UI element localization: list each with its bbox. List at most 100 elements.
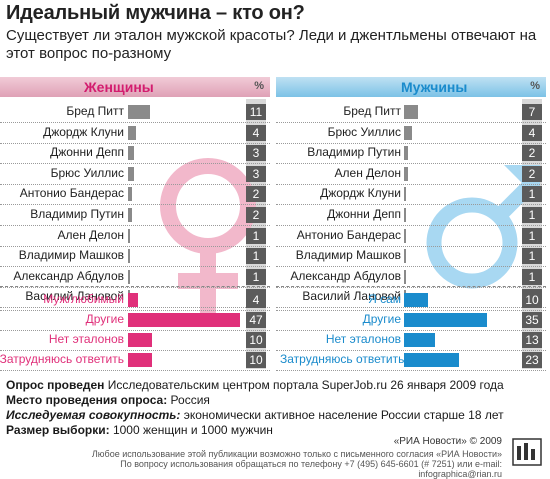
survey-info: Опрос проведен Исследовательским центром… <box>6 378 504 438</box>
women-row-value: 3 <box>246 165 266 182</box>
women-row-name: Александр Абдулов <box>13 268 124 283</box>
men-extra-row-bar <box>404 293 428 307</box>
women-extra-row-value: 47 <box>246 312 266 328</box>
men-row: Владимир Путин 2 <box>276 143 546 165</box>
women-row-separator <box>0 163 270 165</box>
men-row-value: 1 <box>522 186 542 203</box>
women-row-separator <box>0 286 270 288</box>
men-row-separator <box>276 266 546 268</box>
men-extra-row-name: Затрудняюсь ответить <box>280 352 405 366</box>
women-row: Владимир Машков 1 <box>0 246 270 268</box>
men-row: Бред Питт 7 <box>276 102 546 123</box>
women-extra-row-value: 4 <box>246 292 266 308</box>
women-row-separator <box>0 204 270 206</box>
usage-note-line2: По вопросу использования обращаться по т… <box>120 459 502 479</box>
men-row-value: 2 <box>522 165 542 182</box>
women-row-bar <box>128 228 130 243</box>
men-panel: Мужчины % Бред Питт 7 Брюс Уиллис 4 Владимир… <box>276 77 546 371</box>
men-row: Брюс Уиллис 4 <box>276 123 546 144</box>
women-row-value: 4 <box>246 124 266 141</box>
men-extra-row-value: 13 <box>522 332 542 348</box>
copyright-credit: «РИА Новости» © 2009 <box>393 436 502 447</box>
men-row-name: Джонни Депп <box>327 207 401 221</box>
women-header-label: Женщины <box>84 79 154 95</box>
women-row-name: Василий Лановой <box>25 289 124 304</box>
men-row-separator <box>276 183 546 185</box>
women-row-bar <box>128 249 130 264</box>
women-row: Владимир Путин 2 <box>0 205 270 226</box>
women-row: Джордж Клуни 4 <box>0 123 270 144</box>
survey-population-label: Исследуемая совокупность: <box>6 408 181 422</box>
women-row-name: Брюс Уиллис <box>50 165 124 180</box>
women-extra-row-bar <box>128 313 240 327</box>
men-row: Джордж Клуни 1 <box>276 184 546 206</box>
men-row-separator <box>276 307 546 309</box>
survey-population-text: экономически активное население России с… <box>180 408 504 422</box>
women-row-separator <box>0 266 270 268</box>
women-row-name: Владимир Путин <box>30 207 124 221</box>
men-header: Мужчины % <box>276 77 546 97</box>
women-extra-row-value: 10 <box>246 332 266 348</box>
women-row-value: 2 <box>246 207 266 223</box>
women-row-bar <box>128 125 136 140</box>
women-row: Бред Питт 11 <box>0 102 270 123</box>
women-extra-row-separator <box>0 370 270 371</box>
women-row-name: Джонни Депп <box>50 145 124 160</box>
women-row: Антонио Бандерас 2 <box>0 184 270 206</box>
women-row-value: 2 <box>246 186 266 203</box>
men-row-value: 1 <box>522 268 542 285</box>
women-row-value: 1 <box>246 248 266 265</box>
women-row-separator <box>0 225 270 226</box>
women-row-name: Владимир Машков <box>18 248 124 263</box>
men-row-separator <box>276 163 546 165</box>
women-extra-row-bar <box>128 293 138 307</box>
men-extra-row-value: 23 <box>522 352 542 368</box>
women-row-separator <box>0 122 270 123</box>
women-row-bar <box>128 208 132 222</box>
survey-sample-label: Размер выборки: <box>6 423 110 437</box>
women-header: Женщины % <box>0 77 270 97</box>
men-row: Владимир Машков 1 <box>276 246 546 268</box>
men-row-name: Антонио Бандерас <box>296 227 401 242</box>
women-row-separator <box>0 142 270 144</box>
women-row: Ален Делон 1 <box>0 226 270 247</box>
women-row-value: 11 <box>246 104 266 120</box>
survey-place-text: Россия <box>167 393 210 407</box>
men-row-separator <box>276 245 546 247</box>
men-extra-row-name: Нет эталонов <box>325 332 401 346</box>
men-row-separator <box>276 204 546 206</box>
men-row-bar <box>404 105 418 119</box>
men-extra-row-name: Я сам <box>368 292 401 306</box>
men-extra-row: Я сам 10 <box>276 290 546 311</box>
men-row-name: Ален Делон <box>334 165 401 180</box>
men-row-bar <box>404 125 412 140</box>
women-row-bar <box>128 146 134 161</box>
women-row-value: 1 <box>246 268 266 285</box>
women-extra-row-name: Нет эталонов <box>48 332 124 346</box>
men-row-bar <box>404 208 406 222</box>
men-divider <box>276 286 546 287</box>
men-row-bar <box>404 146 408 161</box>
women-extra-row-name: Муж/любимый <box>43 292 124 306</box>
survey-place-label: Место проведения опроса: <box>6 393 168 407</box>
women-row-value: 1 <box>246 227 266 244</box>
women-extra-row: Муж/любимый 4 <box>0 290 270 311</box>
ria-logo-icon <box>512 438 542 466</box>
men-row: Джонни Депп 1 <box>276 205 546 226</box>
women-extra-row-separator <box>0 350 270 351</box>
men-row-separator <box>276 286 546 288</box>
women-panel: Женщины % Бред Питт 11 Джордж Клуни 4 Джонни… <box>0 77 270 371</box>
usage-note-line1: Любое использование этой публикации возм… <box>91 449 502 459</box>
men-row-name: Владимир Машков <box>295 248 401 263</box>
men-row-separator <box>276 142 546 144</box>
men-extra-row-bar <box>404 333 435 347</box>
women-extra-row: Затрудняюсь ответить 10 <box>0 350 270 371</box>
women-extra-row-value: 10 <box>246 352 266 368</box>
men-row-value: 1 <box>522 248 542 265</box>
women-row-separator <box>0 307 270 309</box>
men-row-bar <box>404 249 406 264</box>
men-row-bar <box>404 228 406 243</box>
men-extra-row-name: Другие <box>362 312 401 326</box>
men-row-value: 4 <box>522 124 542 141</box>
men-row-value: 1 <box>522 227 542 244</box>
